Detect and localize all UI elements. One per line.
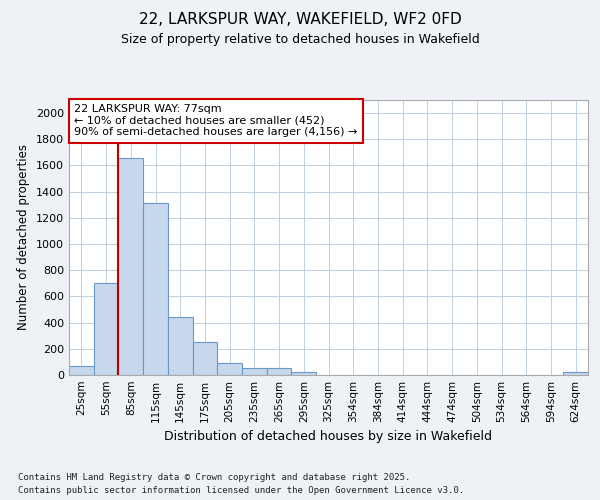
Bar — [217, 363, 242, 375]
Bar — [292, 372, 316, 375]
Text: Size of property relative to detached houses in Wakefield: Size of property relative to detached ho… — [121, 32, 479, 46]
Text: 22, LARKSPUR WAY, WAKEFIELD, WF2 0FD: 22, LARKSPUR WAY, WAKEFIELD, WF2 0FD — [139, 12, 461, 28]
Bar — [168, 318, 193, 375]
Text: Contains public sector information licensed under the Open Government Licence v3: Contains public sector information licen… — [18, 486, 464, 495]
Bar — [242, 368, 267, 375]
Bar — [193, 342, 217, 375]
Bar — [563, 372, 588, 375]
X-axis label: Distribution of detached houses by size in Wakefield: Distribution of detached houses by size … — [164, 430, 493, 444]
Bar — [143, 204, 168, 375]
Bar — [94, 284, 118, 375]
Bar — [267, 368, 292, 375]
Bar — [118, 158, 143, 375]
Y-axis label: Number of detached properties: Number of detached properties — [17, 144, 31, 330]
Bar — [69, 366, 94, 375]
Text: Contains HM Land Registry data © Crown copyright and database right 2025.: Contains HM Land Registry data © Crown c… — [18, 472, 410, 482]
Text: 22 LARKSPUR WAY: 77sqm
← 10% of detached houses are smaller (452)
90% of semi-de: 22 LARKSPUR WAY: 77sqm ← 10% of detached… — [74, 104, 358, 138]
